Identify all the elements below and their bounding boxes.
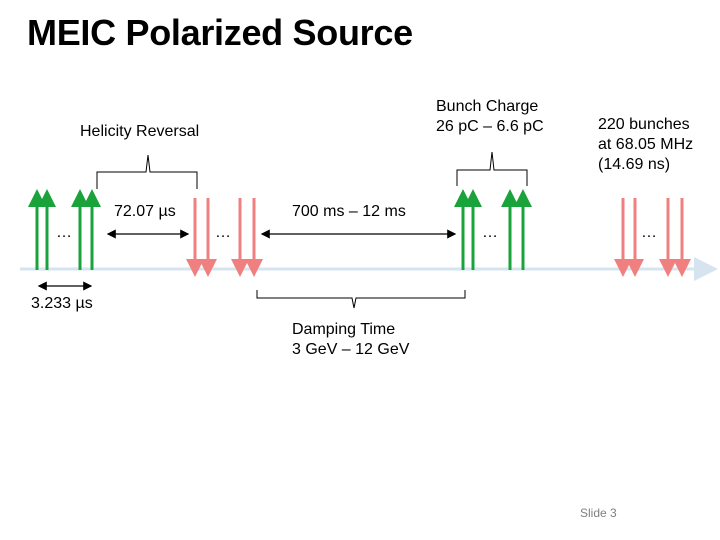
bunches-period: (14.69 ns): [598, 156, 671, 173]
helicity-reversal-brace: [96, 154, 198, 189]
bunch-charge-title: Bunch Charge: [436, 98, 539, 115]
ellipsis: …: [215, 224, 231, 241]
bunch-charge-range: 26 pC – 6.6 pC: [436, 118, 544, 135]
damping-time-brace: [256, 290, 466, 309]
spacing-3233us-label: 3.233 µs: [31, 295, 93, 312]
damping-time-title: Damping Time: [292, 321, 396, 338]
period-72us-label: 72.07 µs: [114, 203, 176, 220]
bunches-frequency: at 68.05 MHz: [598, 136, 694, 153]
bunches-count: 220 bunches: [598, 116, 690, 133]
damping-time-range: 3 GeV – 12 GeV: [292, 341, 410, 358]
ellipsis: …: [56, 224, 72, 241]
ellipsis: …: [482, 224, 498, 241]
bunch-charge-label: Bunch Charge 26 pC – 6.6 pC: [436, 97, 544, 137]
bunch-charge-brace: [456, 151, 528, 186]
ellipsis: …: [641, 224, 657, 241]
slide-title: MEIC Polarized Source: [27, 12, 413, 53]
period-700ms-label: 700 ms – 12 ms: [292, 203, 406, 220]
damping-time-label: Damping Time 3 GeV – 12 GeV: [292, 320, 409, 360]
helicity-reversal-label: Helicity Reversal: [80, 123, 200, 140]
slide-number: Slide 3: [580, 506, 617, 520]
bunches-label: 220 bunches at 68.05 MHz (14.69 ns): [598, 115, 693, 175]
